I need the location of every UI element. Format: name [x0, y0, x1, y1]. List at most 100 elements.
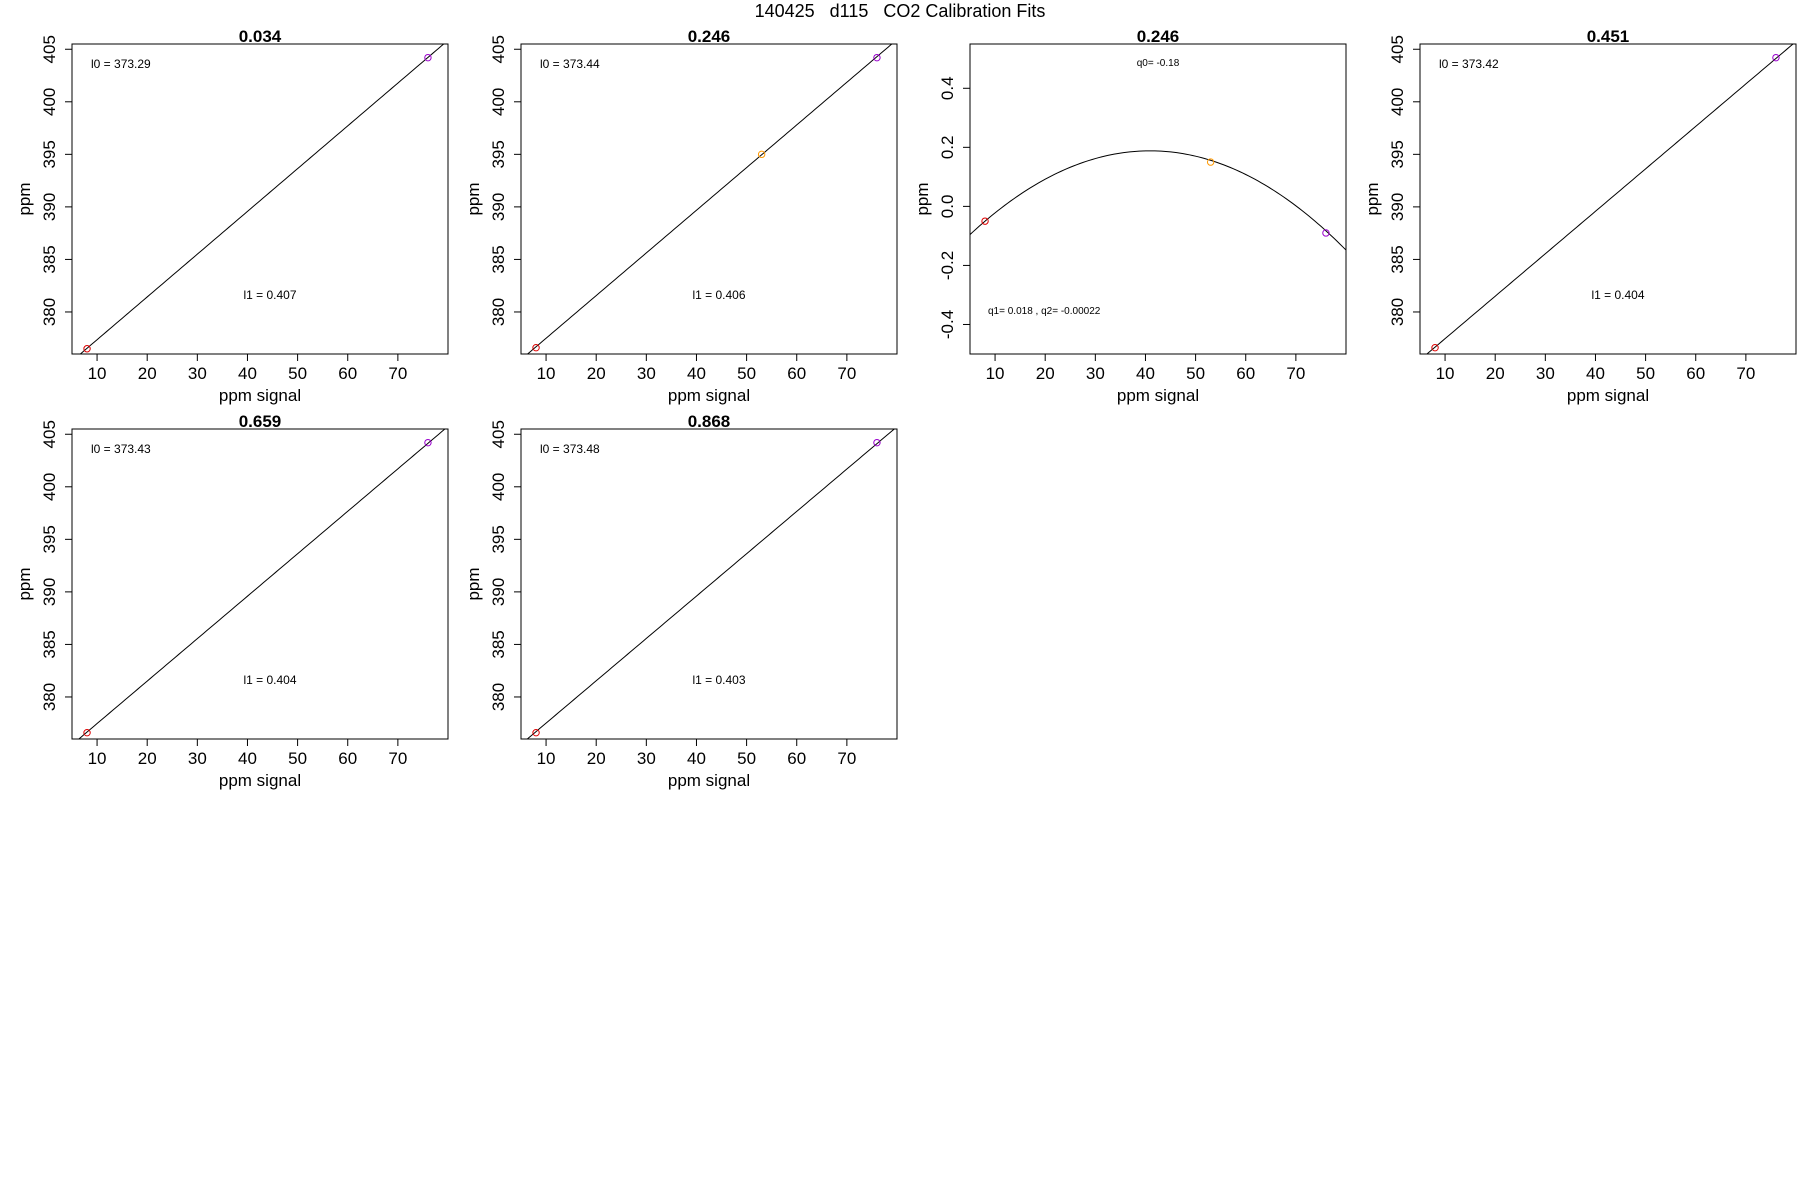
y-axis-label: ppm — [15, 567, 34, 600]
x-tick-label: 60 — [338, 749, 357, 768]
data-point — [1206, 158, 1215, 166]
y-tick-label: 390 — [40, 193, 59, 221]
chart-panel-6: 0.868 10 20 30 40 50 60 70 380 385 390 395 400 405 ppm… — [464, 412, 898, 790]
x-tick-label: 70 — [837, 749, 856, 768]
data-point — [83, 728, 91, 737]
x-tick-label: 30 — [1086, 364, 1105, 383]
x-tick-label: 40 — [687, 749, 706, 768]
data-point — [757, 150, 766, 159]
fit-annotation: l0 = 373.48 — [540, 442, 600, 456]
chart-panel-4: 0.451 10 20 30 40 50 60 70 380 385 390 395 400 405 ppm… — [1363, 27, 1797, 405]
x-tick-label: 30 — [637, 749, 656, 768]
x-tick-label: 50 — [288, 364, 307, 383]
fit-line — [79, 44, 445, 354]
y-tick-label: -0.2 — [938, 251, 957, 280]
x-tick-label: 20 — [1036, 364, 1055, 383]
y-tick-label: 400 — [489, 473, 508, 501]
x-tick-label: 20 — [138, 364, 157, 383]
plot-frame — [71, 428, 449, 740]
fit-annotation: q1= 0.018 , q2= -0.00022 — [988, 306, 1101, 317]
data-point — [1772, 53, 1780, 62]
x-tick-label: 50 — [1636, 364, 1655, 383]
x-axis-label: ppm signal — [219, 386, 301, 405]
y-tick-label: 395 — [489, 525, 508, 553]
x-tick-label: 50 — [737, 749, 756, 768]
y-tick-label: 400 — [40, 88, 59, 116]
data-point — [83, 345, 91, 353]
x-tick-label: 40 — [687, 364, 706, 383]
x-tick-label: 10 — [88, 749, 107, 768]
y-tick-label: 380 — [489, 298, 508, 326]
data-point — [873, 53, 881, 62]
x-tick-label: 20 — [138, 749, 157, 768]
panel-title: 0.451 — [1587, 27, 1630, 46]
y-axis-label: ppm — [15, 182, 34, 215]
fit-annotation: l0 = 373.44 — [540, 57, 600, 71]
panel-title: 0.246 — [1137, 27, 1180, 46]
y-tick-label: 405 — [489, 420, 508, 448]
x-tick-label: 20 — [587, 364, 606, 383]
panel-title: 0.659 — [239, 412, 282, 431]
x-tick-label: 30 — [637, 364, 656, 383]
y-tick-label: 380 — [40, 683, 59, 711]
x-tick-label: 70 — [837, 364, 856, 383]
fit-annotation: l0 = 373.42 — [1439, 57, 1499, 71]
y-tick-label: 380 — [40, 298, 59, 326]
data-point — [424, 53, 432, 62]
y-tick-label: 385 — [489, 630, 508, 658]
y-tick-label: 0.4 — [938, 76, 957, 100]
plot-frame — [1419, 43, 1797, 355]
y-tick-label: 395 — [489, 140, 508, 168]
fit-annotation: l1 = 0.404 — [1591, 288, 1644, 302]
y-axis-label: ppm — [464, 182, 483, 215]
y-axis-label: ppm — [464, 567, 483, 600]
x-tick-label: 60 — [787, 749, 806, 768]
chart-panel-3: 0.246 10 20 30 40 50 60 70 -0.4 -0.2 0.0 0.2 0.4 ppm … — [913, 27, 1347, 405]
fit-annotation: q0= -0.18 — [1137, 58, 1180, 69]
x-tick-label: 50 — [288, 749, 307, 768]
x-tick-label: 10 — [88, 364, 107, 383]
fit-line — [526, 429, 896, 739]
y-tick-label: 380 — [1388, 298, 1407, 326]
panel-title: 0.868 — [688, 412, 731, 431]
x-tick-label: 70 — [1286, 364, 1305, 383]
fit-annotation: l1 = 0.406 — [692, 288, 745, 302]
chart-panel-1: 0.034 10 20 30 40 50 60 70 380 385 390 395 400 405 ppm… — [15, 27, 449, 405]
plot-frame — [71, 43, 449, 355]
x-tick-label: 60 — [338, 364, 357, 383]
x-tick-label: 60 — [787, 364, 806, 383]
y-tick-label: 390 — [1388, 193, 1407, 221]
y-axis-label: ppm — [913, 182, 932, 215]
fit-line — [526, 44, 893, 354]
fit-line — [1426, 44, 1794, 354]
y-tick-label: -0.4 — [938, 310, 957, 339]
y-tick-label: 400 — [1388, 88, 1407, 116]
x-tick-label: 10 — [986, 364, 1005, 383]
fit-annotation: l0 = 373.43 — [91, 442, 151, 456]
y-tick-label: 0.0 — [938, 195, 957, 219]
y-tick-label: 400 — [40, 473, 59, 501]
data-point — [1431, 343, 1439, 352]
x-tick-label: 30 — [188, 364, 207, 383]
x-tick-label: 70 — [388, 364, 407, 383]
fit-line — [970, 150, 1346, 251]
y-tick-label: 405 — [489, 35, 508, 63]
y-tick-label: 405 — [40, 35, 59, 63]
x-tick-label: 50 — [737, 364, 756, 383]
fit-line — [78, 429, 446, 739]
data-point — [1322, 229, 1330, 237]
y-tick-label: 385 — [489, 245, 508, 273]
x-tick-label: 70 — [1736, 364, 1755, 383]
x-tick-label: 40 — [238, 749, 257, 768]
y-tick-label: 395 — [40, 525, 59, 553]
data-point — [532, 343, 540, 352]
x-tick-label: 10 — [537, 749, 556, 768]
fit-annotation: l0 = 373.29 — [91, 57, 151, 71]
x-tick-label: 60 — [1686, 364, 1705, 383]
plot-frame — [520, 428, 898, 740]
y-tick-label: 385 — [1388, 245, 1407, 273]
fit-annotation: l1 = 0.404 — [243, 673, 296, 687]
x-tick-label: 40 — [1136, 364, 1155, 383]
y-tick-label: 385 — [40, 630, 59, 658]
